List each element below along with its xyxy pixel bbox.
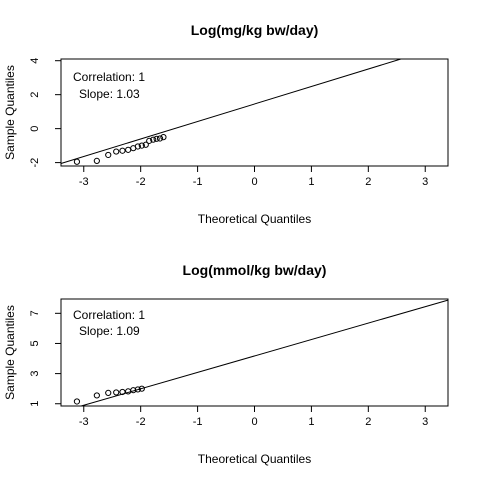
qq-point [125,146,132,153]
reference-line [60,58,402,164]
chart-title: Log(mmol/kg bw/day) [183,262,327,278]
qq-point [93,157,100,165]
qq-point [160,134,167,141]
x-tick-label: -1 [193,416,203,428]
qq-point [113,389,120,396]
slope-annotation: Slope: 1.03 [79,87,140,101]
x-tick-label: -2 [136,416,146,428]
slope-annotation: Slope: 1.09 [79,324,140,338]
y-tick-label: 4 [29,58,41,64]
y-axis-label: Sample Quantiles [3,65,17,160]
x-tick-label: 2 [365,416,371,428]
qq-point [156,135,164,142]
points [73,134,167,165]
x-tick-label: 2 [365,176,371,188]
y-axis: -2 0 2 4 [29,58,62,168]
qq-point [73,398,81,405]
correlation-annotation: Correlation: 1 [73,70,145,84]
x-tick-label: 0 [251,416,257,428]
x-axis: -3 -2 -1 0 1 2 3 [79,165,428,188]
qq-point [93,392,100,399]
reference-line [81,299,449,407]
points [73,385,145,405]
x-tick-label: 3 [422,416,428,428]
qq-panel-mg: Log(mg/kg bw/day) -3 -2 -1 0 1 2 3 -2 0 2 4 Corre… [3,22,449,226]
x-tick-label: -2 [136,176,146,188]
qq-point [105,389,112,396]
y-tick-label: 3 [29,371,41,377]
x-tick-label: -3 [79,176,89,188]
y-tick-label: 1 [29,401,41,407]
qq-point [150,136,157,143]
qq-point [142,141,149,148]
y-tick-label: -2 [29,158,41,168]
y-tick-label: 7 [29,310,41,316]
y-tick-label: 0 [29,126,41,132]
x-axis: -3 -2 -1 0 1 2 3 [79,405,428,428]
qq-point [146,137,153,144]
x-axis-label: Theoretical Quantiles [198,212,311,226]
x-tick-label: -3 [79,416,89,428]
qq-point [138,385,145,392]
x-tick-label: 1 [308,176,314,188]
y-axis-label: Sample Quantiles [3,305,17,400]
qq-point [134,143,141,150]
correlation-annotation: Correlation: 1 [73,308,145,322]
qq-point [138,142,145,149]
x-axis-label: Theoretical Quantiles [198,452,311,466]
qq-point [105,151,112,159]
y-tick-label: 2 [29,92,41,98]
y-axis: 1 3 5 7 [29,310,62,407]
qq-point [134,386,141,393]
x-tick-label: 0 [251,176,257,188]
qq-point [119,147,126,154]
y-tick-label: 5 [29,340,41,346]
x-tick-label: -1 [193,176,203,188]
qq-point [153,135,160,142]
x-tick-label: 3 [422,176,428,188]
qq-point [73,158,81,165]
x-tick-label: 1 [308,416,314,428]
chart-title: Log(mg/kg bw/day) [191,22,319,38]
qq-point [113,148,120,155]
qq-panel-mmol: Log(mmol/kg bw/day) -3 -2 -1 0 1 2 3 1 3 5 7 Corr… [3,262,449,466]
